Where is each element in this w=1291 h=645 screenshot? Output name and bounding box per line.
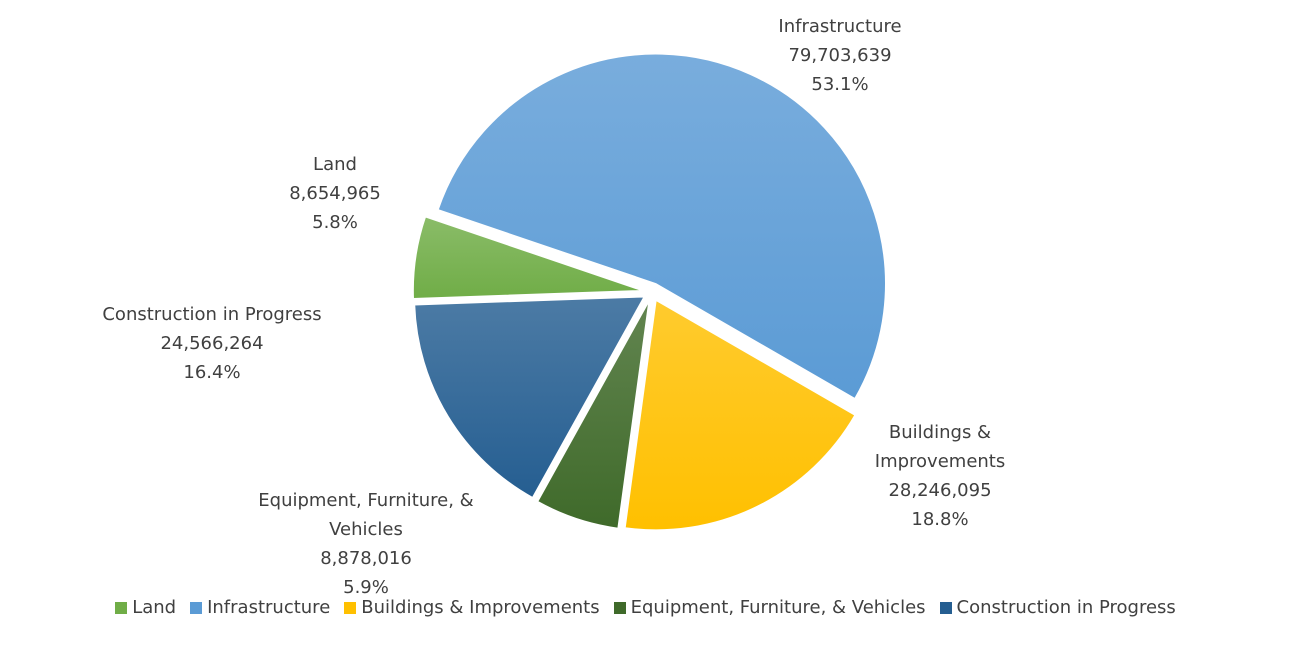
legend-item: Buildings & Improvements bbox=[344, 597, 600, 618]
label-percentage: 5.8% bbox=[312, 212, 358, 233]
legend-label: Equipment, Furniture, & Vehicles bbox=[630, 597, 926, 618]
label-category: Buildings & Improvements bbox=[874, 422, 1006, 472]
pie-slice bbox=[413, 295, 646, 499]
label-category: Construction in Progress bbox=[102, 304, 322, 325]
pie-slice bbox=[624, 298, 857, 531]
pie-slice bbox=[436, 53, 887, 400]
data-label: Equipment, Furniture, & Vehicles 8,878,01… bbox=[236, 486, 496, 602]
label-value: 8,878,016 bbox=[320, 548, 412, 569]
legend-item: Construction in Progress bbox=[939, 597, 1176, 618]
label-category: Infrastructure bbox=[778, 16, 902, 37]
label-category: Land bbox=[313, 154, 357, 175]
legend-item: Land bbox=[115, 597, 176, 618]
legend-item: Equipment, Furniture, & Vehicles bbox=[613, 597, 926, 618]
legend-label: Infrastructure bbox=[207, 597, 331, 618]
legend-label: Land bbox=[132, 597, 177, 618]
data-label: Infrastructure 79,703,639 53.1% bbox=[730, 12, 950, 99]
label-percentage: 18.8% bbox=[911, 509, 969, 530]
data-label: Land 8,654,965 5.8% bbox=[235, 150, 435, 237]
data-label: Buildings & Improvements 28,246,095 18.8% bbox=[855, 418, 1025, 534]
legend-label: Buildings & Improvements bbox=[361, 597, 600, 618]
legend: Land Infrastructure Buildings & Improvemen… bbox=[0, 597, 1291, 618]
legend-swatch bbox=[344, 601, 357, 614]
label-percentage: 53.1% bbox=[811, 74, 869, 95]
label-value: 8,654,965 bbox=[289, 183, 381, 204]
legend-label: Construction in Progress bbox=[956, 597, 1176, 618]
legend-item: Infrastructure bbox=[190, 597, 330, 618]
pie-slice bbox=[536, 300, 650, 530]
label-percentage: 16.4% bbox=[183, 362, 241, 383]
pie-slice bbox=[412, 215, 644, 300]
legend-swatch bbox=[613, 601, 626, 614]
legend-swatch bbox=[939, 601, 952, 614]
label-category: Equipment, Furniture, & Vehicles bbox=[258, 490, 474, 540]
label-value: 79,703,639 bbox=[788, 45, 892, 66]
legend-swatch bbox=[190, 601, 203, 614]
label-percentage: 5.9% bbox=[343, 577, 389, 598]
legend-swatch bbox=[115, 601, 128, 614]
label-value: 28,246,095 bbox=[888, 480, 992, 501]
label-value: 24,566,264 bbox=[160, 333, 264, 354]
data-label: Construction in Progress 24,566,264 16.4% bbox=[72, 300, 352, 387]
